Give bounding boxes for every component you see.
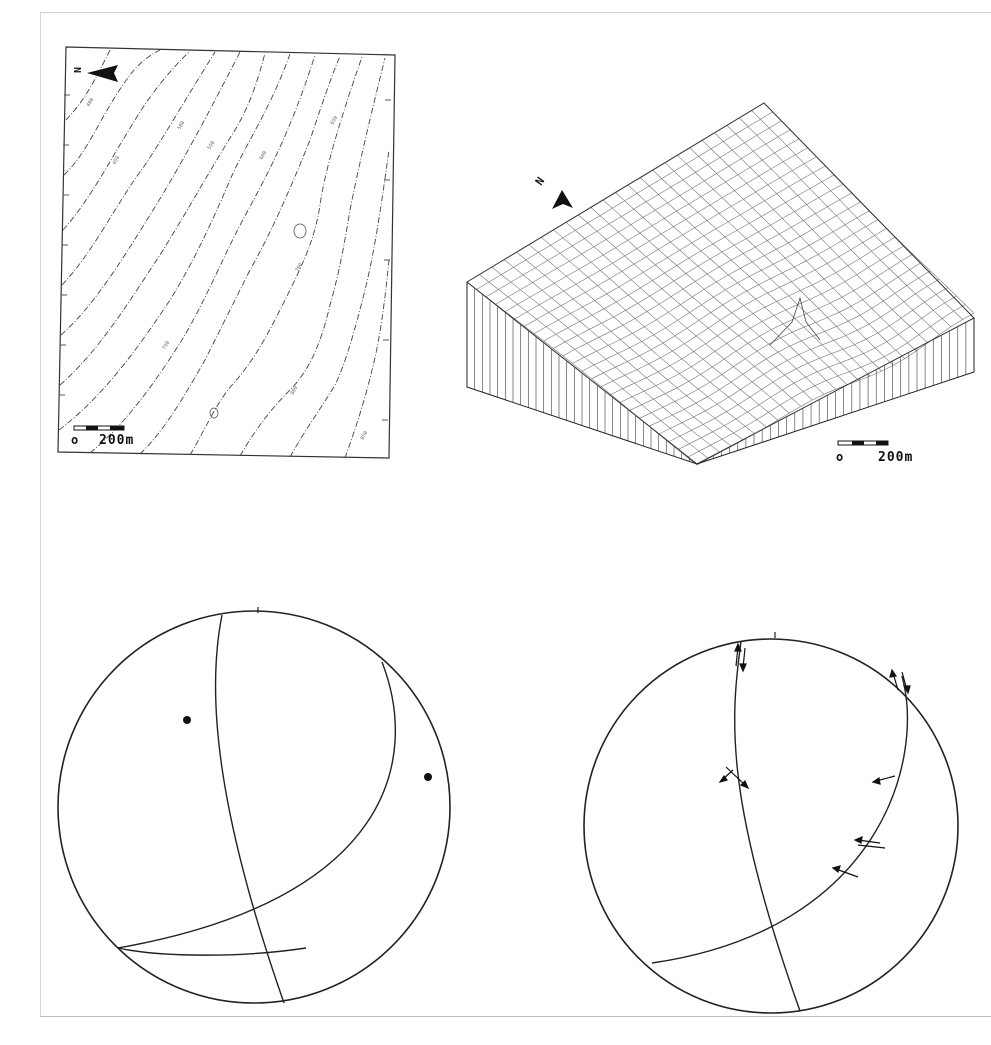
contour-lines <box>58 49 390 459</box>
great-circle <box>214 614 285 1004</box>
contour-label: 800 <box>290 385 300 396</box>
contour-label: 400 <box>86 97 96 108</box>
great-circle <box>734 641 801 1012</box>
north-arrow-icon: N <box>533 175 573 209</box>
contour-label: 450 <box>112 155 122 166</box>
mesh-line <box>479 274 709 459</box>
block-scale-bar: o 200m <box>836 440 913 465</box>
north-label: N <box>73 67 84 73</box>
contour-map: 400 450 500 550 600 650 700 750 800 850 … <box>57 46 396 459</box>
scale-zero-label: o <box>836 450 843 464</box>
contour-label: 750 <box>162 340 172 351</box>
mesh-line <box>687 304 966 458</box>
mesh-line <box>677 295 957 450</box>
mesh-line <box>751 110 963 320</box>
mesh-line <box>505 138 800 312</box>
contour-label: 600 <box>259 150 269 161</box>
mesh-line <box>620 245 905 403</box>
mesh-line <box>514 147 808 320</box>
great-circle <box>651 675 908 964</box>
mesh-line <box>524 156 817 327</box>
mesh-line <box>491 266 721 453</box>
mesh-line <box>629 253 913 411</box>
mesh-line <box>591 219 878 380</box>
top-border <box>40 12 991 13</box>
stereonet-left <box>57 607 451 1004</box>
slip-arrows <box>718 642 911 878</box>
contour-label: 650 <box>330 115 340 126</box>
mesh-line <box>639 262 922 419</box>
primitive-circle <box>583 638 959 1014</box>
mesh-line <box>581 210 870 372</box>
mesh-line <box>601 228 887 387</box>
pole-point <box>424 773 432 781</box>
mesh-line <box>578 214 802 407</box>
north-label: N <box>533 175 547 188</box>
mesh-line <box>689 147 906 359</box>
mesh-line <box>565 222 790 414</box>
mesh-line <box>648 270 931 427</box>
pole-point <box>183 716 191 724</box>
map-scale-bar: o 200m <box>71 425 134 448</box>
mesh-line <box>627 184 848 386</box>
contour-label: 550 <box>207 140 217 151</box>
scale-distance-label: 200m <box>878 450 913 465</box>
contour-label: 700 <box>295 262 305 273</box>
mesh-line <box>610 236 896 395</box>
great-circle <box>117 661 397 956</box>
terrain-mesh <box>466 102 975 466</box>
bottom-border <box>40 1016 991 1017</box>
mesh-line <box>739 117 952 327</box>
mesh-line <box>658 278 940 435</box>
primitive-circle <box>57 610 451 1004</box>
contour-label: 500 <box>177 120 187 131</box>
left-border <box>40 12 41 1017</box>
mesh-line <box>726 125 940 335</box>
mesh-line <box>677 154 894 366</box>
stereonet-right <box>583 632 959 1014</box>
mesh-line <box>640 177 859 381</box>
contour-label: 850 <box>360 430 370 441</box>
mesh-line <box>668 287 948 443</box>
scale-zero-label: o <box>71 433 78 447</box>
scale-distance-label: 200m <box>99 433 134 448</box>
north-arrow-icon: N <box>73 65 118 82</box>
block-diagram: N o 200m <box>466 102 975 466</box>
